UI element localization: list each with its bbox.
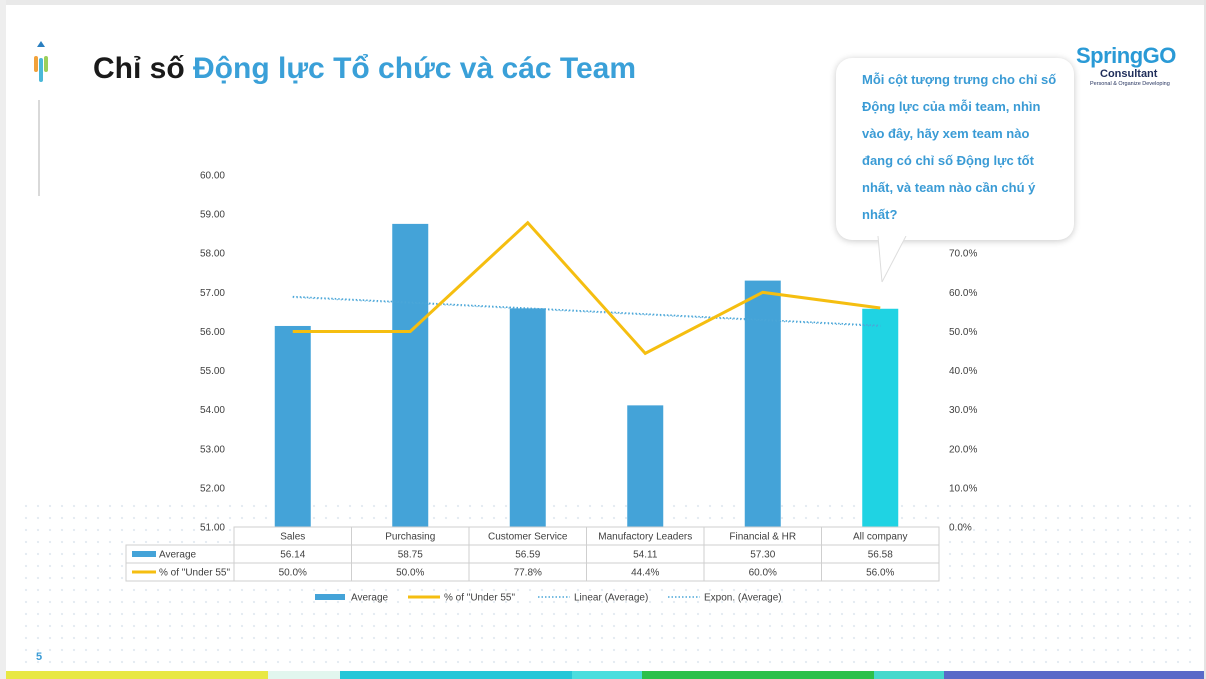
y-right-tick-label: 50.0% bbox=[949, 327, 977, 338]
y-left-tick-label: 60.00 bbox=[200, 171, 225, 182]
y-left-tick-label: 51.00 bbox=[200, 523, 225, 534]
line-series-under55 bbox=[292, 220, 881, 356]
y-right-tick-label: 20.0% bbox=[949, 444, 977, 455]
logo-line-3: Personal & Organize Developing bbox=[1090, 81, 1170, 87]
table-cell: 57.30 bbox=[750, 550, 775, 561]
bar bbox=[274, 325, 311, 527]
table-cell: 44.4% bbox=[631, 568, 659, 579]
y-right-tick-label: 60.0% bbox=[949, 288, 977, 299]
callout-tail bbox=[877, 236, 907, 283]
bar bbox=[509, 308, 546, 527]
y-left-tick-label: 54.00 bbox=[200, 405, 225, 416]
bottom-bar-segment bbox=[572, 671, 642, 679]
y-left-tick-label: 53.00 bbox=[200, 444, 225, 455]
slide-deco-icon bbox=[34, 41, 48, 196]
bar-series-average bbox=[274, 223, 899, 527]
y-right-tick-label: 70.0% bbox=[949, 249, 977, 260]
legend-label: Average bbox=[351, 593, 389, 604]
right-frame bbox=[1204, 0, 1206, 679]
category-label: Sales bbox=[280, 532, 305, 543]
table-row-label: % of "Under 55" bbox=[159, 568, 230, 579]
trendline-linear bbox=[292, 295, 881, 327]
category-label: All company bbox=[853, 532, 907, 543]
bar bbox=[744, 280, 781, 527]
table-cell: 60.0% bbox=[749, 568, 777, 579]
category-label: Purchasing bbox=[385, 532, 435, 543]
table-cell: 50.0% bbox=[396, 568, 424, 579]
top-frame bbox=[0, 0, 1206, 5]
y-axis-left: 51.00 52.00 53.00 54.00 55.00 56.00 57.00 58.00… bbox=[200, 171, 225, 534]
bar bbox=[627, 405, 664, 527]
y-axis-right: 0.0% 10.0% 20.0% 30.0% 40.0% 50.0% 60.0% 70.0% bbox=[949, 249, 977, 534]
page-title: Chỉ số Động lực Tổ chức và các Team bbox=[93, 52, 636, 86]
table-row-label: Average bbox=[159, 550, 197, 561]
slide-number: 5 bbox=[36, 651, 43, 663]
table-cell: 56.59 bbox=[515, 550, 540, 561]
bottom-bar-segment bbox=[642, 671, 874, 679]
logo-line-1: SpringGO bbox=[1076, 43, 1176, 68]
callout-text: Mỗi cột tượng trưng cho chỉ số Động lực … bbox=[862, 72, 1057, 222]
bar bbox=[862, 308, 899, 527]
logo-line-2: Consultant bbox=[1100, 68, 1158, 80]
bottom-color-bar bbox=[6, 671, 1204, 679]
line-under55 bbox=[292, 220, 881, 356]
chart-legend: Average % of "Under 55" Linear (Average) Ex… bbox=[315, 593, 782, 604]
table-cell: 56.0% bbox=[866, 568, 894, 579]
legend-label: Expon. (Average) bbox=[704, 593, 782, 604]
y-left-tick-label: 55.00 bbox=[200, 366, 225, 377]
title-part-1: Chỉ số bbox=[93, 52, 194, 85]
y-left-tick-label: 59.00 bbox=[200, 210, 225, 221]
y-right-tick-label: 40.0% bbox=[949, 366, 977, 377]
legend-label: % of "Under 55" bbox=[444, 593, 515, 604]
y-left-tick-label: 57.00 bbox=[200, 288, 225, 299]
table-cell: 50.0% bbox=[279, 568, 307, 579]
category-label: Financial & HR bbox=[729, 532, 796, 543]
title-part-2: Động lực Tổ chức và các Team bbox=[193, 52, 637, 85]
table-cell: 56.14 bbox=[280, 550, 305, 561]
bottom-bar-segment bbox=[944, 671, 1204, 679]
bottom-bar-segment bbox=[268, 671, 340, 679]
data-table: Sales Purchasing Customer Service Manufacto… bbox=[125, 526, 940, 582]
callout-bubble bbox=[836, 58, 1074, 240]
y-right-tick-label: 0.0% bbox=[949, 523, 972, 534]
table-cell: 58.75 bbox=[398, 550, 423, 561]
y-right-tick-label: 10.0% bbox=[949, 483, 977, 494]
company-logo: SpringGO Consultant Personal & Organize … bbox=[1076, 44, 1186, 90]
table-cell: 77.8% bbox=[514, 568, 542, 579]
left-frame bbox=[0, 0, 6, 679]
y-right-tick-label: 30.0% bbox=[949, 405, 977, 416]
table-key-bar bbox=[132, 551, 156, 557]
table-cell: 54.11 bbox=[633, 550, 658, 561]
legend-key-bar bbox=[315, 594, 345, 600]
bottom-bar-segment bbox=[874, 671, 944, 679]
y-left-tick-label: 52.00 bbox=[200, 483, 225, 494]
y-left-tick-label: 56.00 bbox=[200, 327, 225, 338]
bottom-bar-segment bbox=[340, 671, 572, 679]
category-label: Customer Service bbox=[488, 532, 568, 543]
category-label: Manufactory Leaders bbox=[598, 532, 692, 543]
bar bbox=[392, 223, 429, 527]
table-cell: 56.58 bbox=[868, 550, 893, 561]
legend-label: Linear (Average) bbox=[574, 593, 648, 604]
trendline-series bbox=[292, 295, 881, 327]
y-left-tick-label: 58.00 bbox=[200, 249, 225, 260]
bottom-bar-segment bbox=[6, 671, 268, 679]
